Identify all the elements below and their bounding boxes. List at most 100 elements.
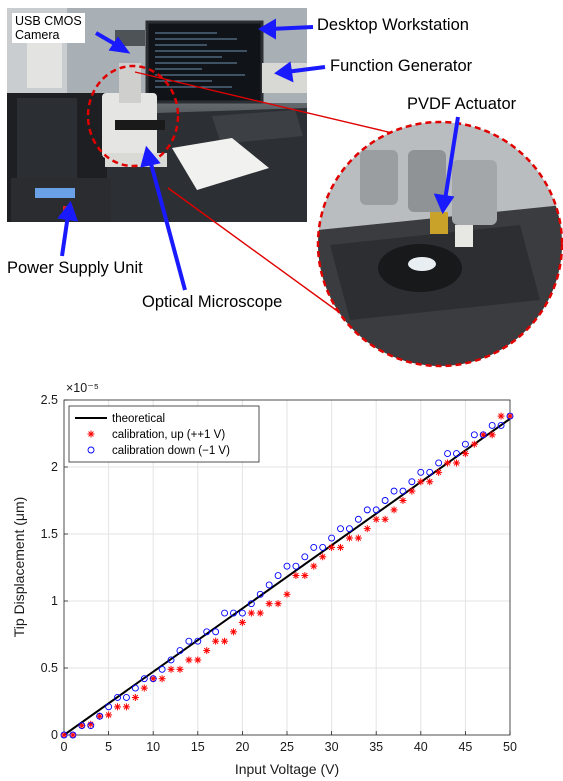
calibration-up-point: [292, 572, 300, 580]
calibration-up-point: [140, 684, 148, 692]
calibration-up-point: [372, 515, 380, 523]
calibration-down-point: [453, 450, 460, 458]
calibration-down-point: [337, 525, 344, 533]
theoretical-line: [63, 417, 511, 736]
workstation-arrow: [269, 25, 314, 31]
camera-label-line2: Camera: [15, 28, 60, 42]
calibration-up-point: [506, 412, 514, 420]
calibration-up-point: [381, 515, 389, 523]
power-supply-arrow: [60, 214, 70, 257]
x-tick-label: 40: [414, 740, 428, 754]
calibration-up-point: [319, 553, 327, 561]
calibration-down-point: [105, 703, 113, 711]
calibration-down-point: [390, 487, 398, 495]
calibration-up-point: [60, 731, 68, 739]
calibration-up-point: [194, 656, 202, 664]
calibration-down-point: [497, 422, 505, 429]
zoom-connector-line-top: [134, 71, 423, 141]
calibration-down-point: [203, 628, 211, 636]
calibration-up-point: [105, 711, 113, 719]
calibration-up-point: [452, 459, 460, 467]
x-tick-label: 45: [458, 740, 472, 754]
calibration-up-point: [69, 731, 77, 739]
calibration-up-point: [149, 675, 157, 683]
calibration-down-point: [221, 609, 229, 617]
x-tick-label: 0: [61, 740, 68, 754]
calibration-down-point: [506, 412, 514, 420]
calibration-down-point: [212, 628, 220, 636]
calibration-up-point: [114, 703, 122, 711]
calibration-up-point: [444, 459, 452, 467]
calibration-up-point: [247, 609, 255, 617]
y-tick-label: 1: [51, 594, 58, 608]
chart-svg: 0 5 10 15 20 25 30 35 40 45 50 0 0.5 1 1.5 2 2.5 ×10⁻⁵ I…: [11, 381, 517, 777]
calibration-chart: 0 5 10 15 20 25 30 35 40 45 50 0 0.5 1 1.5 2 2.5 ×10⁻⁵ I…: [0, 370, 563, 781]
calibration-down-point: [461, 440, 469, 448]
calibration-up-point: [470, 440, 478, 448]
actuator-arrow: [443, 116, 460, 201]
calibration-down-point: [274, 572, 282, 579]
calibration-down-point: [230, 609, 237, 617]
calibration-down-point: [345, 525, 353, 533]
calibration-down-point: [363, 506, 371, 514]
calibration-down-point: [185, 637, 193, 645]
calibration-down-point: [488, 422, 496, 429]
inset-border-circle: [316, 120, 563, 368]
calibration-down-point: [265, 581, 273, 589]
calibration-down-point: [381, 497, 389, 504]
calibration-up-point: [461, 450, 469, 458]
calibration-up-point: [212, 637, 220, 645]
calibration-down-point: [167, 656, 175, 664]
calibration-up-point: [426, 478, 434, 486]
x-tick-label: 5: [105, 740, 112, 754]
x-tick-label: 50: [503, 740, 517, 754]
calibration-down-point: [283, 562, 291, 570]
legend-circle-swatch: [87, 446, 95, 454]
calibration-up-point: [158, 675, 166, 683]
legend-box: [68, 405, 260, 463]
calibration-up-point: [337, 543, 345, 551]
calibration-up-point: [363, 525, 371, 533]
y-tick-label: 1.5: [41, 527, 58, 541]
x-tick-label: 15: [191, 740, 205, 754]
y-tick-label: 0.5: [41, 661, 58, 675]
calibration-up-point: [354, 534, 362, 542]
legend: theoretical calibration, up (++1 V) calibr…: [68, 405, 260, 463]
calibration-up-point: [221, 637, 229, 645]
calibration-down-point: [301, 553, 309, 561]
x-tick-label: 25: [280, 740, 294, 754]
calibration-up-point: [274, 600, 282, 608]
calibration-down-point: [87, 722, 95, 730]
y-axis-title: Tip Displacement (μm): [11, 497, 27, 638]
calibration-down-point: [140, 675, 148, 683]
calibration-down-point: [247, 600, 255, 608]
calibration-down-point: [149, 675, 157, 683]
camera-label: USB CMOS Camera: [12, 13, 85, 43]
calibration-down-point: [69, 731, 77, 739]
legend-entry-label: calibration down (−1 V): [112, 445, 230, 457]
calibration-down-point: [238, 609, 246, 617]
calibration-up-point: [345, 534, 353, 542]
calibration-up-point: [229, 628, 237, 636]
calibration-down-point: [114, 694, 121, 701]
calibration-up-point: [283, 590, 291, 598]
x-tick-label: 30: [325, 740, 339, 754]
calibration-down-point: [328, 534, 336, 542]
calibration-up-point: [497, 412, 505, 420]
calibration-up-point: [265, 600, 273, 608]
calibration-down-point: [408, 478, 416, 486]
microscope-label: Optical Microscope: [142, 293, 283, 311]
calibration-down-point: [256, 590, 264, 598]
calibration-up-point: [256, 609, 264, 617]
calibration-down-point: [176, 647, 184, 655]
camera-label-line1: USB CMOS: [15, 14, 82, 28]
x-axis-title: Input Voltage (V): [235, 761, 339, 777]
power-supply-label: Power Supply Unit: [7, 259, 143, 277]
setup-figure: USB CMOS Camera Desktop Workstation Func…: [0, 0, 563, 370]
calibration-down-point: [78, 722, 86, 730]
calibration-down-point: [131, 684, 139, 692]
calibration-down-point: [470, 431, 478, 439]
actuator-label: PVDF Actuator: [407, 95, 517, 113]
legend-entry-label: calibration, up (++1 V): [112, 429, 225, 441]
function-generator-label: Function Generator: [330, 57, 473, 75]
